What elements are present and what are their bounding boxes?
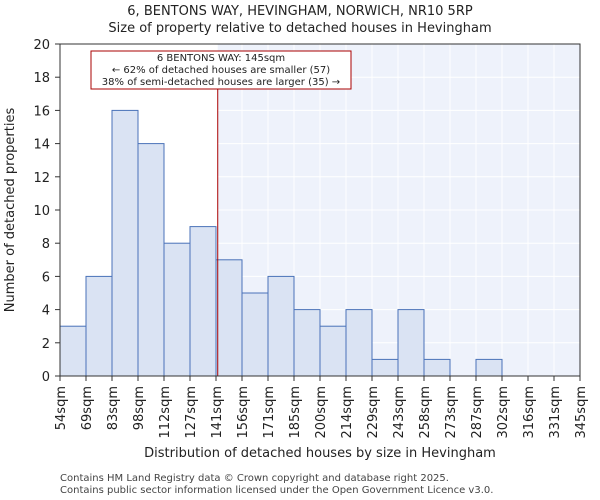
x-tick-label: 258sqm (418, 386, 433, 439)
x-tick-label: 171sqm (262, 386, 277, 439)
x-tick-label: 69sqm (80, 386, 95, 430)
y-tick-label: 20 (33, 38, 50, 53)
y-axis-label: Number of detached properties (3, 108, 18, 313)
x-tick-label: 331sqm (548, 386, 563, 439)
annotation-line-2: ← 62% of detached houses are smaller (57… (112, 65, 330, 76)
y-tick-label: 4 (42, 304, 50, 319)
x-tick-label: 83sqm (106, 386, 121, 430)
bar-69sqm (85, 275, 113, 377)
y-tick-label: 16 (33, 104, 50, 119)
y-tick-label: 6 (42, 270, 50, 285)
y-tick-label: 10 (33, 204, 50, 219)
bar-171sqm (267, 275, 295, 377)
bar-83sqm (111, 109, 139, 377)
y-tick-label: 8 (42, 237, 50, 252)
y-tick-label: 18 (33, 71, 50, 86)
y-tick-label: 2 (42, 337, 50, 352)
x-tick-label: 141sqm (210, 386, 225, 439)
chart-title: 6, BENTONS WAY, HEVINGHAM, NORWICH, NR10… (127, 4, 473, 19)
x-tick-label: 156sqm (236, 386, 251, 439)
bar-112sqm (163, 242, 191, 377)
chart-subtitle: Size of property relative to detached ho… (108, 21, 492, 36)
bar-141sqm (215, 259, 243, 377)
x-tick-label: 302sqm (496, 386, 511, 439)
y-tick-label: 14 (33, 138, 50, 153)
bar-243sqm (397, 309, 425, 377)
x-tick-label: 273sqm (444, 386, 459, 439)
bar-287sqm (475, 358, 503, 377)
x-tick-label: 287sqm (470, 386, 485, 439)
footer-line-1: Contains HM Land Registry data © Crown c… (60, 473, 449, 484)
bar-214sqm (345, 309, 373, 377)
x-tick-label: 243sqm (392, 386, 407, 439)
x-tick-label: 200sqm (314, 386, 329, 439)
bar-54sqm (59, 325, 87, 377)
plot-frame (59, 43, 581, 377)
x-tick-label: 54sqm (54, 386, 69, 430)
annotation-line-1: 6 BENTONS WAY: 145sqm (157, 53, 285, 64)
x-tick-label: 185sqm (288, 386, 303, 439)
bar-185sqm (293, 309, 321, 377)
x-tick-label: 214sqm (340, 386, 355, 439)
x-tick-label: 127sqm (184, 386, 199, 439)
bar-127sqm (189, 226, 217, 377)
bar-229sqm (371, 358, 399, 377)
x-tick-label: 98sqm (132, 386, 147, 430)
x-tick-label: 229sqm (366, 386, 381, 439)
bar-258sqm (423, 358, 451, 377)
annotation-line-3: 38% of semi-detached houses are larger (… (102, 77, 340, 88)
x-tick-label: 112sqm (158, 386, 173, 439)
footer-line-2: Contains public sector information licen… (60, 485, 494, 496)
bar-98sqm (137, 143, 165, 377)
y-tick-label: 0 (42, 370, 50, 385)
y-tick-label: 12 (33, 171, 50, 186)
bar-200sqm (319, 325, 347, 377)
annotation-box: 6 BENTONS WAY: 145sqm ← 62% of detached … (90, 50, 352, 90)
bar-156sqm (241, 292, 269, 377)
x-tick-label: 316sqm (522, 386, 537, 439)
x-axis-label: Distribution of detached houses by size … (144, 446, 496, 461)
x-tick-label: 345sqm (574, 386, 589, 439)
